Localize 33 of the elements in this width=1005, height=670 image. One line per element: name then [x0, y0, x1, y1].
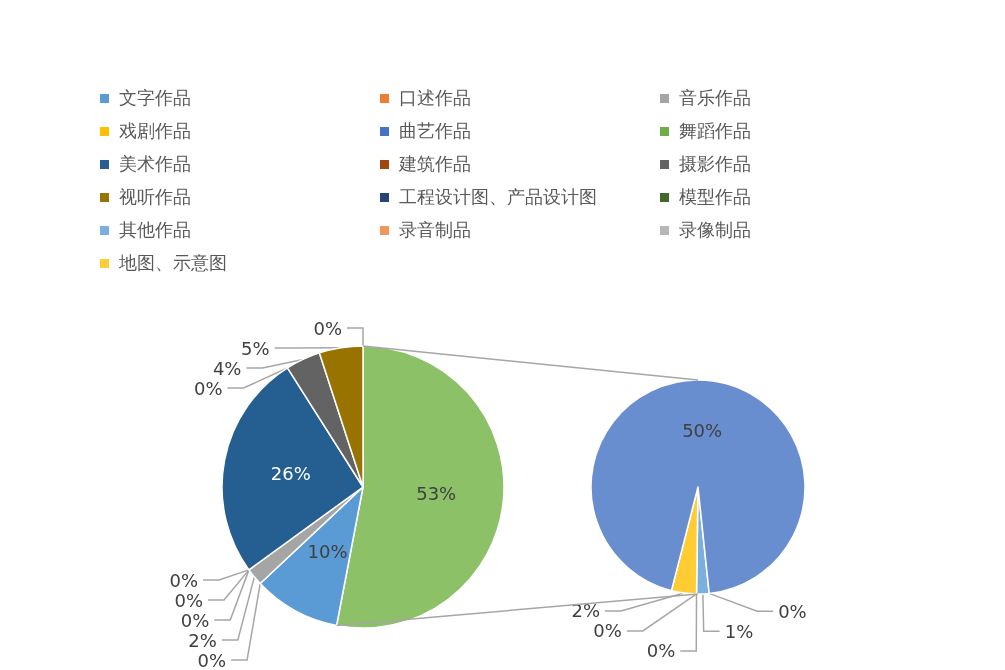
text: 0%: [313, 317, 342, 339]
data-label: 5%: [241, 337, 270, 359]
legend-label: 录像制品: [679, 218, 751, 242]
legend-label: 录音制品: [399, 218, 471, 242]
legend-label: 文字作品: [119, 86, 191, 110]
text: 0%: [180, 609, 210, 631]
legend-label: 视听作品: [119, 185, 191, 209]
data-label: 26%: [270, 462, 311, 484]
legend-label: 地图、示意图: [119, 251, 227, 275]
legend-label: 美术作品: [119, 152, 191, 176]
data-label: 4%: [212, 357, 242, 379]
legend-label: 口述作品: [399, 86, 471, 110]
legend-label: 戏剧作品: [119, 119, 191, 143]
legend-label: 工程设计图、产品设计图: [399, 185, 597, 209]
data-label: 50%: [682, 420, 723, 442]
legend-label: 模型作品: [679, 185, 751, 209]
text: 0%: [197, 649, 227, 670]
legend-label: 舞蹈作品: [679, 119, 751, 143]
data-label: 2%: [188, 629, 217, 651]
legend-label: 曲艺作品: [399, 119, 471, 143]
legend-label: 音乐作品: [679, 86, 751, 110]
data-label: 10%: [307, 540, 348, 562]
data-label: 53%: [416, 483, 457, 505]
legend-label: 摄影作品: [679, 152, 751, 176]
text: 0%: [169, 569, 198, 591]
text: 0%: [593, 620, 622, 642]
text: 0%: [778, 600, 807, 622]
text: 0%: [646, 640, 676, 662]
legend-label: 建筑作品: [399, 152, 471, 176]
data-label: 1%: [724, 620, 754, 642]
legend-label: 其他作品: [119, 218, 191, 242]
text: 0%: [174, 589, 204, 611]
text: 0%: [193, 377, 223, 399]
